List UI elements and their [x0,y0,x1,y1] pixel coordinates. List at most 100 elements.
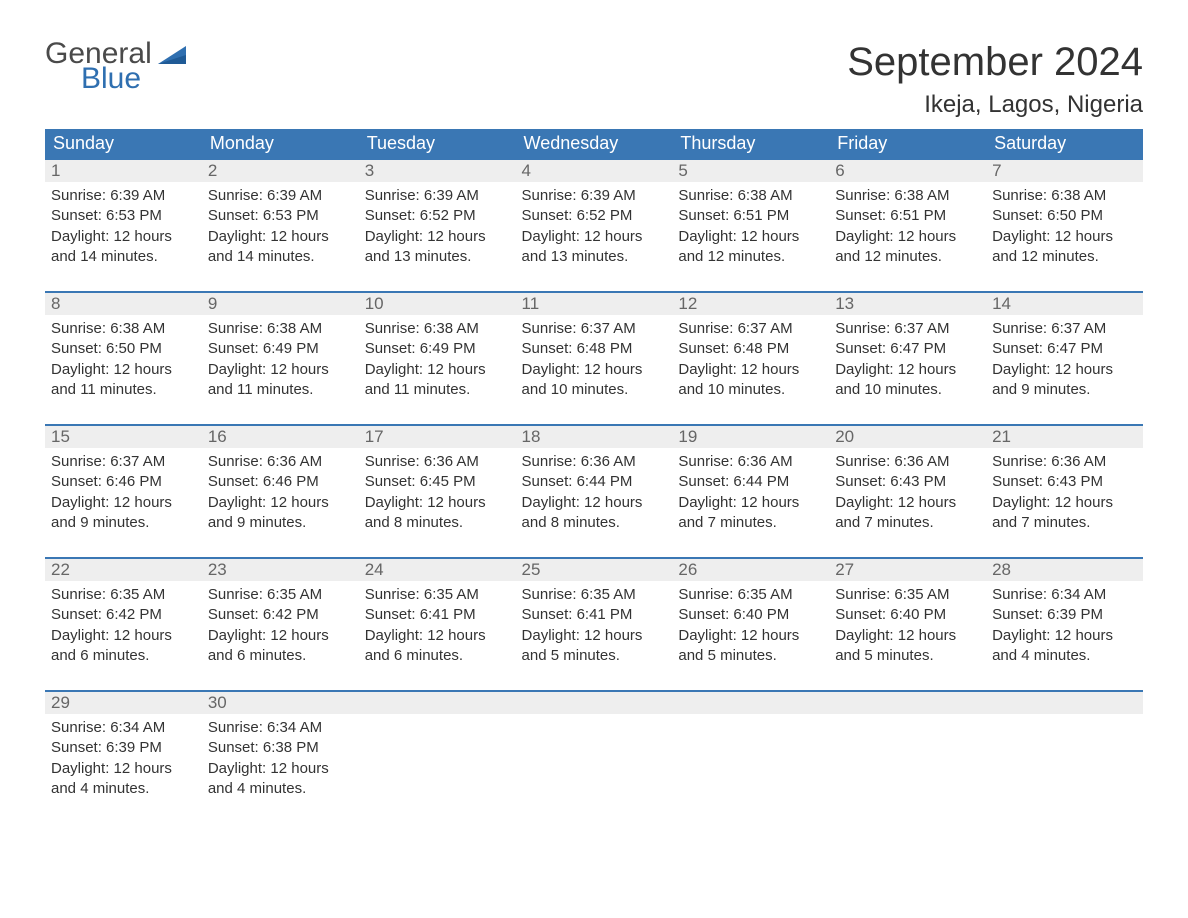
day-number-cell: 3 [359,159,516,182]
sunset-line: Sunset: 6:48 PM [522,339,667,359]
day-detail-cell: Sunrise: 6:38 AMSunset: 6:50 PMDaylight:… [45,315,202,425]
day-number-cell: 23 [202,558,359,581]
detail-row: Sunrise: 6:38 AMSunset: 6:50 PMDaylight:… [45,315,1143,425]
weekday-header: Sunday [45,129,202,159]
sunset-line: Sunset: 6:43 PM [992,472,1137,492]
sunset-line: Sunset: 6:50 PM [51,339,196,359]
sunrise-line: Sunrise: 6:39 AM [365,186,510,206]
day-detail-cell: Sunrise: 6:38 AMSunset: 6:51 PMDaylight:… [672,182,829,292]
day-detail-cell [986,714,1143,823]
daylight-line1: Daylight: 12 hours [678,626,823,646]
header: General Blue September 2024 Ikeja, Lagos… [45,40,1143,129]
daylight-line1: Daylight: 12 hours [992,493,1137,513]
day-number-cell: 24 [359,558,516,581]
logo: General Blue [45,40,186,93]
sunset-line: Sunset: 6:51 PM [835,206,980,226]
sunrise-line: Sunrise: 6:37 AM [522,319,667,339]
daylight-line2: and 7 minutes. [835,513,980,533]
logo-text: General Blue [45,40,152,93]
daylight-line2: and 14 minutes. [208,247,353,267]
daylight-line2: and 9 minutes. [51,513,196,533]
daylight-line1: Daylight: 12 hours [208,493,353,513]
daylight-line1: Daylight: 12 hours [678,360,823,380]
daylight-line2: and 4 minutes. [208,779,353,799]
weekday-header-row: Sunday Monday Tuesday Wednesday Thursday… [45,129,1143,159]
sunrise-line: Sunrise: 6:38 AM [678,186,823,206]
day-number-cell: 9 [202,292,359,315]
daylight-line1: Daylight: 12 hours [51,360,196,380]
day-detail-cell: Sunrise: 6:37 AMSunset: 6:48 PMDaylight:… [516,315,673,425]
day-detail-cell: Sunrise: 6:37 AMSunset: 6:46 PMDaylight:… [45,448,202,558]
sunset-line: Sunset: 6:52 PM [522,206,667,226]
daylight-line1: Daylight: 12 hours [835,360,980,380]
sunset-line: Sunset: 6:52 PM [365,206,510,226]
daylight-line2: and 13 minutes. [522,247,667,267]
daylight-line2: and 9 minutes. [992,380,1137,400]
daylight-line1: Daylight: 12 hours [992,626,1137,646]
sunset-line: Sunset: 6:48 PM [678,339,823,359]
day-number-cell: 19 [672,425,829,448]
day-number-cell: 25 [516,558,673,581]
daylight-line1: Daylight: 12 hours [992,227,1137,247]
sunset-line: Sunset: 6:51 PM [678,206,823,226]
day-number-cell: 10 [359,292,516,315]
daylight-line2: and 10 minutes. [835,380,980,400]
daylight-line2: and 12 minutes. [678,247,823,267]
sunrise-line: Sunrise: 6:38 AM [208,319,353,339]
daylight-line1: Daylight: 12 hours [522,493,667,513]
daynum-row: 1234567 [45,159,1143,182]
daylight-line1: Daylight: 12 hours [678,493,823,513]
daylight-line2: and 5 minutes. [835,646,980,666]
daylight-line2: and 8 minutes. [522,513,667,533]
detail-row: Sunrise: 6:35 AMSunset: 6:42 PMDaylight:… [45,581,1143,691]
daylight-line1: Daylight: 12 hours [835,227,980,247]
sunset-line: Sunset: 6:46 PM [51,472,196,492]
daylight-line1: Daylight: 12 hours [208,626,353,646]
day-detail-cell: Sunrise: 6:35 AMSunset: 6:40 PMDaylight:… [829,581,986,691]
day-detail-cell: Sunrise: 6:37 AMSunset: 6:47 PMDaylight:… [986,315,1143,425]
sunset-line: Sunset: 6:49 PM [365,339,510,359]
sunset-line: Sunset: 6:41 PM [522,605,667,625]
daylight-line1: Daylight: 12 hours [835,493,980,513]
sunrise-line: Sunrise: 6:36 AM [208,452,353,472]
sunset-line: Sunset: 6:50 PM [992,206,1137,226]
day-detail-cell: Sunrise: 6:37 AMSunset: 6:47 PMDaylight:… [829,315,986,425]
sunrise-line: Sunrise: 6:36 AM [522,452,667,472]
daylight-line2: and 11 minutes. [365,380,510,400]
day-detail-cell: Sunrise: 6:34 AMSunset: 6:39 PMDaylight:… [986,581,1143,691]
daylight-line2: and 4 minutes. [51,779,196,799]
day-number-cell: 16 [202,425,359,448]
day-detail-cell: Sunrise: 6:36 AMSunset: 6:44 PMDaylight:… [672,448,829,558]
day-detail-cell: Sunrise: 6:39 AMSunset: 6:53 PMDaylight:… [202,182,359,292]
weekday-header: Monday [202,129,359,159]
day-number-cell: 13 [829,292,986,315]
flag-icon [158,46,186,66]
daylight-line1: Daylight: 12 hours [51,759,196,779]
sunrise-line: Sunrise: 6:38 AM [51,319,196,339]
daylight-line2: and 7 minutes. [678,513,823,533]
daylight-line1: Daylight: 12 hours [208,227,353,247]
daylight-line2: and 7 minutes. [992,513,1137,533]
sunset-line: Sunset: 6:44 PM [678,472,823,492]
daylight-line1: Daylight: 12 hours [51,227,196,247]
sunset-line: Sunset: 6:46 PM [208,472,353,492]
day-number-cell: 4 [516,159,673,182]
day-number-cell: 11 [516,292,673,315]
daylight-line2: and 11 minutes. [51,380,196,400]
sunrise-line: Sunrise: 6:39 AM [51,186,196,206]
sunset-line: Sunset: 6:39 PM [51,738,196,758]
sunrise-line: Sunrise: 6:35 AM [365,585,510,605]
page-title: September 2024 [847,40,1143,85]
day-detail-cell: Sunrise: 6:36 AMSunset: 6:45 PMDaylight:… [359,448,516,558]
daylight-line2: and 10 minutes. [678,380,823,400]
day-number-cell [672,691,829,714]
day-number-cell [516,691,673,714]
detail-row: Sunrise: 6:37 AMSunset: 6:46 PMDaylight:… [45,448,1143,558]
day-number-cell: 6 [829,159,986,182]
sunset-line: Sunset: 6:49 PM [208,339,353,359]
day-detail-cell: Sunrise: 6:36 AMSunset: 6:44 PMDaylight:… [516,448,673,558]
sunrise-line: Sunrise: 6:34 AM [51,718,196,738]
day-detail-cell: Sunrise: 6:38 AMSunset: 6:50 PMDaylight:… [986,182,1143,292]
day-number-cell: 30 [202,691,359,714]
daylight-line2: and 12 minutes. [835,247,980,267]
